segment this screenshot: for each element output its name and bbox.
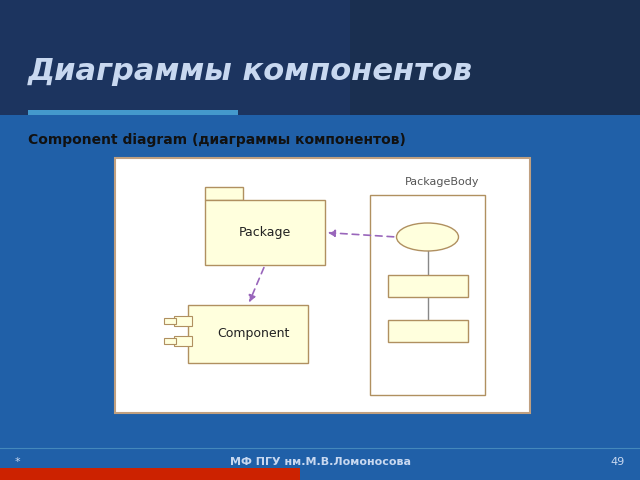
FancyBboxPatch shape: [174, 316, 192, 326]
FancyBboxPatch shape: [388, 275, 468, 297]
FancyBboxPatch shape: [174, 336, 192, 346]
Text: Диаграммы компонентов: Диаграммы компонентов: [28, 58, 473, 86]
FancyBboxPatch shape: [205, 200, 325, 265]
FancyBboxPatch shape: [164, 318, 176, 324]
FancyBboxPatch shape: [205, 187, 243, 200]
Ellipse shape: [397, 223, 458, 251]
FancyBboxPatch shape: [0, 468, 300, 480]
Text: Package: Package: [239, 226, 291, 239]
Text: 49: 49: [611, 457, 625, 467]
FancyBboxPatch shape: [388, 320, 468, 342]
Text: МФ ПГУ нм.М.В.Ломоносова: МФ ПГУ нм.М.В.Ломоносова: [230, 457, 410, 467]
FancyBboxPatch shape: [0, 0, 640, 115]
FancyBboxPatch shape: [0, 0, 350, 115]
FancyBboxPatch shape: [188, 305, 308, 363]
Text: *: *: [15, 457, 20, 467]
Text: Component diagram (диаграммы компонентов): Component diagram (диаграммы компонентов…: [28, 133, 406, 147]
Text: Component: Component: [217, 327, 289, 340]
FancyBboxPatch shape: [28, 110, 238, 115]
FancyBboxPatch shape: [164, 338, 176, 344]
Text: PackageBody: PackageBody: [405, 177, 480, 187]
FancyBboxPatch shape: [115, 158, 530, 413]
